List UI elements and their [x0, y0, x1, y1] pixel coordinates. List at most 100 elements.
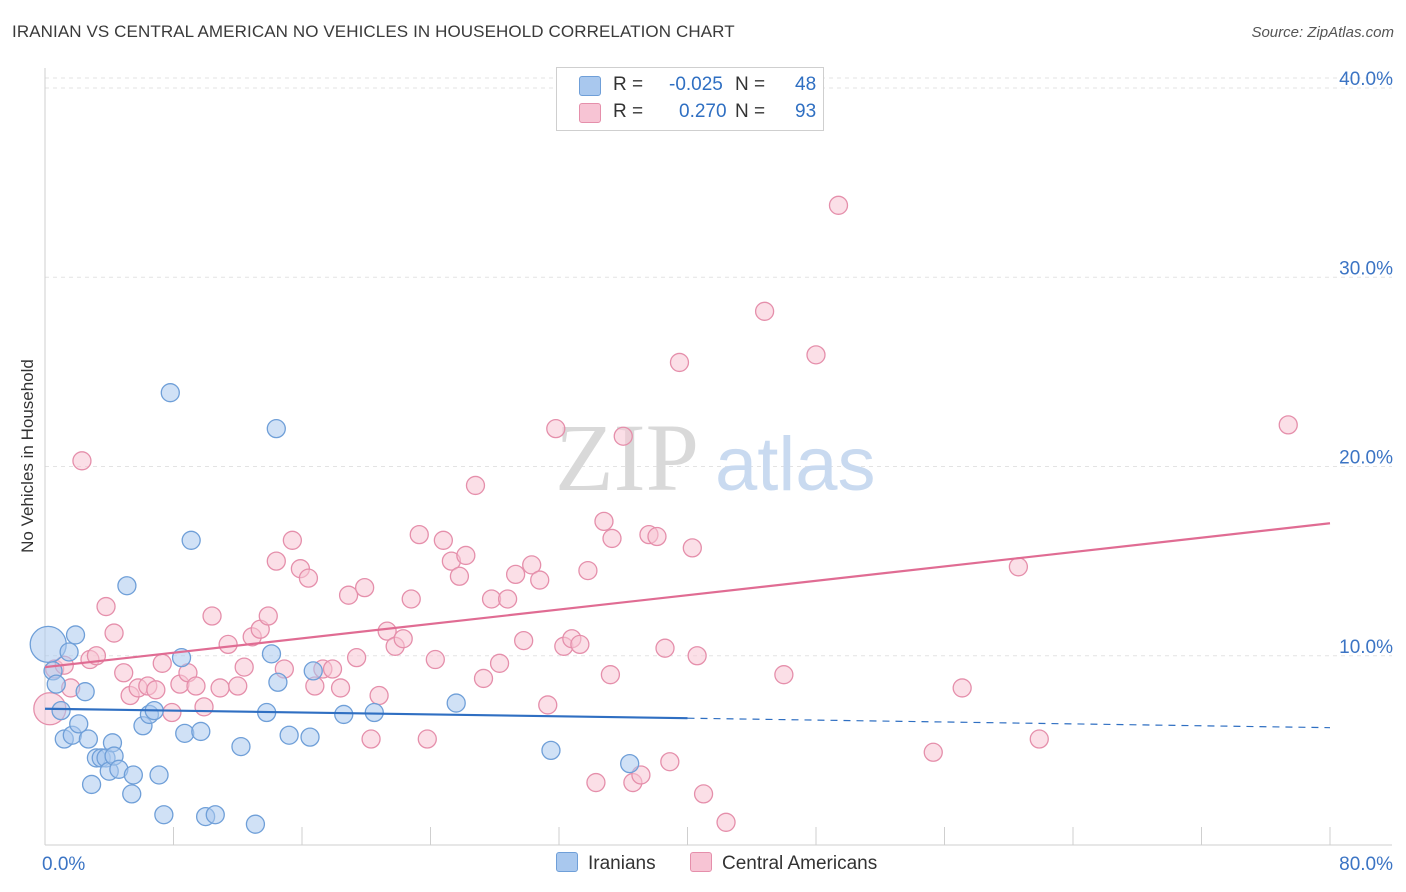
central-american-point — [1278, 415, 1298, 435]
iranian-point — [51, 700, 71, 721]
central-american-point — [774, 665, 794, 685]
bottom-legend-label-central-americans: Central Americans — [722, 853, 878, 874]
iranian-point — [175, 723, 195, 743]
iranian-point — [46, 674, 66, 694]
legend-n-label: N = — [735, 74, 766, 95]
central-american-point — [449, 566, 470, 586]
iranian-point — [154, 805, 174, 825]
central-american-point — [602, 528, 622, 549]
central-american-point — [530, 570, 550, 590]
bottom-legend-label-iranians: Iranians — [588, 853, 656, 874]
central-american-point — [687, 646, 707, 666]
legend-r-label: R = — [613, 101, 644, 122]
x-tick-label-min: 0.0% — [42, 854, 85, 875]
iranian-point — [231, 736, 251, 757]
central-american-point — [465, 475, 486, 496]
central-american-point — [546, 418, 566, 439]
central-american-point — [1029, 729, 1049, 749]
legend-n-value: 48 — [795, 74, 817, 95]
iranian-point — [69, 714, 89, 734]
central-american-point — [1008, 557, 1029, 577]
central-american-point — [489, 653, 510, 673]
central-american-point — [234, 657, 254, 677]
legend-r-value: 0.270 — [679, 101, 727, 122]
y-tick-label: 40.0% — [1339, 69, 1393, 90]
central-american-point — [578, 560, 598, 581]
central-american-point — [473, 668, 494, 689]
iranian-point — [149, 765, 169, 785]
central-american-point — [202, 606, 222, 626]
central-american-point — [586, 772, 606, 793]
central-american-point — [669, 352, 690, 373]
y-tick-label: 30.0% — [1339, 258, 1393, 279]
central-american-point — [417, 729, 437, 749]
central-american-point — [433, 530, 454, 550]
iranian-point — [620, 753, 640, 774]
iranian-point — [78, 729, 99, 749]
iranian-point — [245, 814, 266, 834]
central-american-point — [600, 665, 621, 685]
legend-n-value: 93 — [795, 101, 817, 122]
iranian-point — [205, 805, 225, 825]
iranian-point — [266, 418, 286, 439]
central-american-point — [456, 545, 476, 566]
iranian-point — [446, 693, 466, 713]
iranian-point — [65, 625, 86, 645]
central-american-point — [806, 345, 826, 365]
y-axis-label: No Vehicles in Household — [18, 359, 37, 553]
central-american-point — [298, 568, 319, 588]
central-american-point — [114, 663, 134, 683]
bottom-legend-iranians: Iranians — [556, 852, 656, 875]
central-american-point — [497, 589, 518, 609]
central-american-point — [682, 538, 702, 558]
iranian-point — [334, 704, 354, 725]
central-american-point — [828, 195, 849, 215]
central-american-point — [152, 653, 172, 673]
central-american-point — [613, 426, 633, 446]
iranian-point — [303, 661, 323, 681]
central-american-point — [425, 649, 445, 670]
trend-lines — [44, 522, 1331, 729]
central-american-point — [146, 680, 166, 700]
central-american-point — [401, 589, 421, 609]
iranian-point — [117, 576, 137, 596]
central-american-point — [96, 596, 116, 617]
central-american-point — [923, 742, 943, 762]
central-american-point — [594, 511, 614, 532]
watermark: ZIP atlas — [555, 404, 876, 511]
central-american-point — [409, 524, 429, 545]
central-american-trend-line — [44, 522, 1331, 669]
grid-lines — [45, 77, 1392, 657]
central-american-point — [361, 729, 381, 749]
iranian-point — [191, 721, 211, 742]
central-american-point — [655, 638, 675, 658]
central-american-point — [218, 634, 238, 655]
central-american-point — [194, 697, 214, 717]
central-american-point — [282, 530, 303, 550]
iranian-point — [300, 727, 320, 747]
iranian-point — [181, 530, 201, 550]
central-american-point — [258, 606, 278, 626]
central-american-point — [162, 702, 182, 723]
iranian-point — [160, 383, 180, 403]
central-american-point — [693, 784, 714, 804]
legend-n-label: N = — [735, 101, 766, 122]
iranian-point — [122, 784, 142, 804]
x-tick-label-max: 80.0% — [1339, 854, 1393, 875]
central-american-points — [33, 195, 1298, 832]
watermark-atlas: atlas — [715, 422, 876, 507]
central-american-point — [330, 678, 351, 698]
central-american-point — [505, 564, 526, 585]
central-american-point — [104, 623, 124, 643]
iranian-point — [81, 774, 102, 795]
iranian-points — [29, 383, 640, 834]
y-tick-label: 20.0% — [1339, 448, 1393, 469]
iranian-point — [261, 644, 282, 664]
iranian-point — [541, 740, 561, 761]
iranian-point — [59, 642, 79, 662]
bottom-legend-swatch-central-americans — [690, 852, 712, 872]
central-american-point — [570, 634, 590, 655]
iranian-point — [279, 725, 299, 745]
iranian-point — [123, 765, 143, 785]
